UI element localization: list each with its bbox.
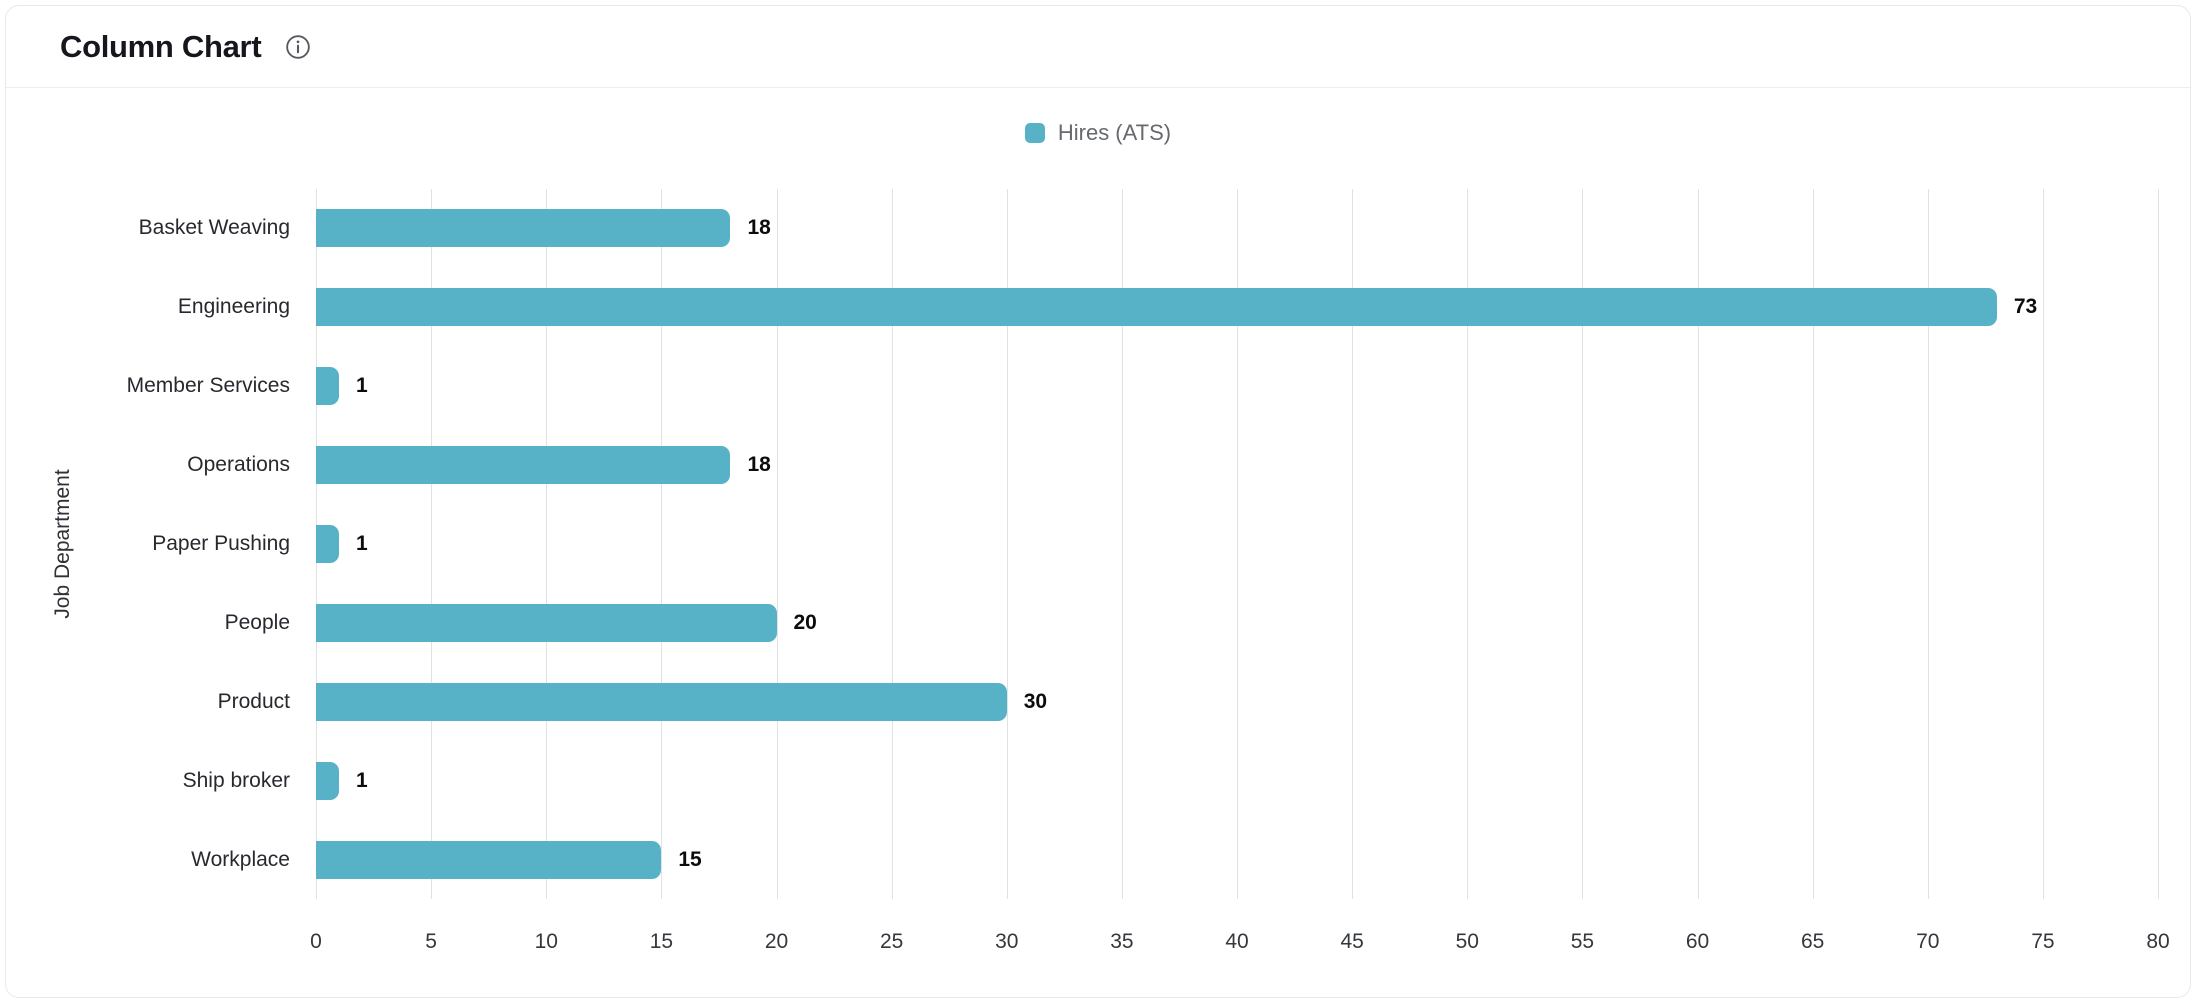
x-tick-label: 30 bbox=[995, 930, 1019, 953]
bar-rows: Basket Weaving 18 Engineering 73 Member Serv… bbox=[127, 189, 2158, 899]
bar[interactable] bbox=[316, 840, 662, 879]
value-label: 18 bbox=[747, 216, 771, 240]
gridline bbox=[1121, 189, 1123, 899]
gridline bbox=[431, 189, 433, 899]
gridline bbox=[1812, 189, 1814, 899]
x-axis: 0 5 10 15 20 25 30 35 40 45 50 55 60 65 70 75 80 bbox=[310, 899, 2170, 959]
gridline bbox=[1927, 189, 1929, 899]
category-label: Member Services bbox=[126, 374, 290, 398]
gridline bbox=[1006, 189, 1008, 899]
x-tick-label: 40 bbox=[1225, 930, 1249, 953]
bar[interactable] bbox=[316, 525, 340, 563]
chart-card: Column Chart Hires (ATS) Job Department … bbox=[5, 5, 2191, 998]
page-title: Column Chart bbox=[60, 28, 262, 64]
x-tick-label: 15 bbox=[649, 930, 674, 953]
x-tick-label: 80 bbox=[2146, 930, 2170, 953]
value-label: 30 bbox=[1023, 689, 1048, 713]
value-label: 18 bbox=[747, 453, 771, 477]
gridline bbox=[1582, 189, 1584, 899]
bar-row: Ship broker 1 bbox=[183, 741, 2158, 820]
bar-row: Paper Pushing 1 bbox=[152, 505, 2158, 584]
gridline bbox=[891, 189, 893, 899]
x-tick-label: 65 bbox=[1800, 930, 1825, 953]
info-icon[interactable] bbox=[285, 34, 311, 60]
gridline bbox=[776, 189, 778, 899]
gridline bbox=[1697, 189, 1699, 899]
gridline bbox=[2042, 189, 2044, 899]
category-label: Operations bbox=[187, 453, 290, 477]
card-header: Column Chart bbox=[6, 6, 2190, 88]
x-tick-label: 45 bbox=[1340, 930, 1364, 953]
bar-row: Basket Weaving 18 bbox=[139, 189, 2158, 268]
x-tick-label: 55 bbox=[1570, 930, 1595, 953]
bar[interactable] bbox=[316, 288, 1997, 327]
value-label: 1 bbox=[356, 532, 368, 555]
bar[interactable] bbox=[316, 446, 731, 485]
bar[interactable] bbox=[316, 603, 777, 642]
category-label: Workplace bbox=[191, 847, 290, 871]
gridline bbox=[661, 189, 663, 899]
bar[interactable] bbox=[316, 682, 1007, 721]
category-label: Engineering bbox=[177, 295, 290, 319]
value-label: 73 bbox=[2013, 295, 2038, 319]
bar-row: Member Services 1 bbox=[127, 347, 2158, 426]
x-tick-label: 75 bbox=[2031, 930, 2055, 953]
legend[interactable]: Hires (ATS) bbox=[6, 120, 2190, 146]
gridline bbox=[546, 189, 548, 899]
gridline bbox=[1237, 189, 1238, 899]
bar[interactable] bbox=[316, 761, 340, 800]
x-tick-label: 5 bbox=[425, 930, 437, 953]
x-tick-label: 10 bbox=[534, 930, 558, 953]
category-label: People bbox=[224, 610, 290, 634]
bar-row: Engineering 73 bbox=[178, 268, 2158, 347]
x-tick-label: 0 bbox=[310, 930, 322, 953]
bar-row: Workplace 15 bbox=[191, 820, 2158, 899]
value-label: 1 bbox=[356, 768, 368, 792]
value-label: 1 bbox=[356, 374, 368, 398]
gridline bbox=[1467, 189, 1469, 899]
x-tick-label: 50 bbox=[1455, 930, 1479, 953]
x-tick-label: 60 bbox=[1685, 930, 1710, 953]
y-axis-title: Job Department bbox=[51, 469, 74, 619]
legend-swatch-icon bbox=[1024, 123, 1045, 143]
bar[interactable] bbox=[316, 367, 340, 406]
x-tick-label: 70 bbox=[1916, 930, 1940, 953]
category-label: Basket Weaving bbox=[138, 216, 290, 240]
bar-row: Operations 18 bbox=[187, 426, 2158, 505]
chart-area: Hires (ATS) Job Department Basket Weavin… bbox=[6, 88, 2190, 997]
gridline bbox=[1352, 189, 1354, 899]
bar-row: People 20 bbox=[225, 583, 2158, 662]
value-label: 15 bbox=[678, 847, 702, 871]
category-label: Paper Pushing bbox=[152, 532, 290, 555]
plot-area: Basket Weaving 18 Engineering 73 Member Serv… bbox=[127, 189, 2170, 953]
x-tick-label: 35 bbox=[1110, 930, 1134, 953]
bar[interactable] bbox=[316, 209, 731, 248]
x-tick-label: 25 bbox=[879, 930, 904, 953]
bar-row: Product 30 bbox=[218, 662, 2158, 741]
category-label: Ship broker bbox=[182, 768, 290, 792]
gridline bbox=[2158, 189, 2159, 899]
legend-label: Hires (ATS) bbox=[1057, 120, 1172, 145]
x-tick-label: 20 bbox=[764, 930, 789, 953]
value-label: 20 bbox=[793, 610, 817, 634]
category-label: Product bbox=[217, 689, 290, 713]
